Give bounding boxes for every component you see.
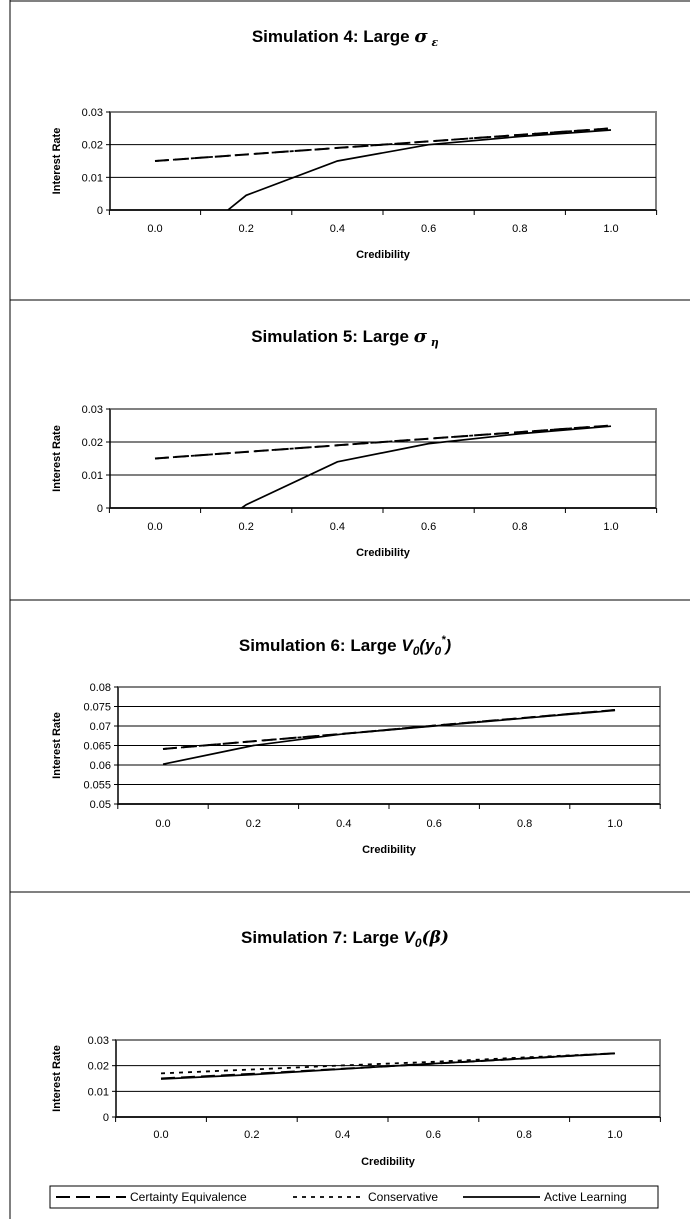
x-tick-label: 1.0: [603, 223, 618, 235]
x-tick-label: 0.8: [512, 223, 527, 235]
title-symbol: σ: [414, 326, 428, 347]
title-text: Simulation 6: Large: [239, 636, 401, 655]
y-tick-label: 0.07: [90, 721, 111, 733]
legend-label: Active Learning: [544, 1190, 627, 1204]
title-tail: (β): [422, 928, 449, 948]
y-tick-label: 0.02: [82, 140, 103, 152]
series-line-conservative: [154, 424, 612, 460]
title-text: Simulation 5: Large: [251, 327, 413, 346]
title-symbol: V: [404, 928, 417, 947]
y-tick-label: 0.065: [83, 741, 111, 753]
y-tick-label: 0.03: [88, 1035, 109, 1047]
title-subscript: ε: [428, 36, 439, 49]
y-tick-label: 0.02: [88, 1061, 109, 1073]
x-tick-label: 1.0: [603, 521, 618, 533]
plot-area-2: [109, 408, 657, 509]
title-symbol: V: [401, 636, 414, 655]
y-tick-label: 0.075: [83, 702, 111, 714]
series-line-active-learning: [227, 129, 612, 211]
chart-title-3: Simulation 6: Large V0(y0*): [239, 634, 452, 658]
y-tick-label: 0.02: [82, 437, 103, 449]
legend-label: Conservative: [368, 1190, 438, 1204]
x-tick-label: 0.0: [153, 1129, 168, 1141]
plot-area-4: [115, 1039, 661, 1118]
x-tick-label: 0.2: [244, 1129, 259, 1141]
series-line-active-learning: [162, 709, 616, 766]
x-tick-label: 1.0: [607, 1129, 622, 1141]
series-line-active-learning: [241, 425, 612, 509]
x-tick-label: 0.4: [336, 818, 351, 830]
chart-title-1: Simulation 4: Large σ ε: [252, 26, 439, 49]
legend-box: [49, 1185, 659, 1209]
x-axis-label: Credibility: [356, 547, 411, 559]
title-subscript: 0: [415, 936, 422, 950]
series-line-active-learning: [160, 1052, 616, 1080]
x-tick-label: 0.0: [155, 818, 170, 830]
y-tick-label: 0.01: [82, 172, 103, 184]
x-axis-label: Credibility: [356, 249, 411, 261]
chart-title-4: Simulation 7: Large V0(β): [241, 928, 449, 950]
x-tick-label: 0.2: [239, 521, 254, 533]
x-tick-label: 0.6: [421, 223, 436, 235]
title-text: Simulation 4: Large: [252, 27, 414, 46]
x-tick-label: 1.0: [607, 818, 622, 830]
y-axis-label: Interest Rate: [51, 425, 63, 492]
x-tick-label: 0.6: [427, 818, 442, 830]
x-tick-label: 0.8: [517, 818, 532, 830]
title-subscript: 0: [413, 644, 420, 658]
y-tick-label: 0: [103, 1112, 109, 1124]
x-tick-label: 0.4: [330, 223, 345, 235]
x-tick-label: 0.2: [239, 223, 254, 235]
x-tick-label: 0.0: [147, 521, 162, 533]
chart-title-2: Simulation 5: Large σ η: [251, 326, 439, 349]
y-tick-label: 0.055: [83, 780, 111, 792]
title-subscript: η: [427, 336, 439, 349]
x-tick-label: 0.4: [330, 521, 345, 533]
title-tail-subscript: 0: [435, 644, 442, 658]
x-tick-label: 0.8: [512, 521, 527, 533]
title-close: ): [443, 636, 451, 655]
y-tick-label: 0.03: [82, 107, 103, 119]
y-tick-label: 0.01: [82, 470, 103, 482]
y-axis-label: Interest Rate: [51, 128, 63, 195]
legend-label: Certainty Equivalence: [130, 1190, 247, 1204]
y-tick-label: 0.05: [90, 799, 111, 811]
x-axis-label: Credibility: [362, 844, 417, 856]
title-text: Simulation 7: Large: [241, 928, 403, 947]
series-line-conservative: [160, 1052, 616, 1075]
x-tick-label: 0.6: [426, 1129, 441, 1141]
title-symbol: σ: [414, 26, 428, 47]
x-axis-label: Credibility: [361, 1156, 416, 1168]
plot-area-1: [109, 111, 657, 211]
y-tick-label: 0.01: [88, 1086, 109, 1098]
y-tick-label: 0.08: [90, 682, 111, 694]
y-axis-label: Interest Rate: [51, 712, 63, 779]
x-tick-label: 0.8: [517, 1129, 532, 1141]
y-axis-label: Interest Rate: [51, 1045, 63, 1112]
x-tick-label: 0.4: [335, 1129, 350, 1141]
title-tail: (y: [419, 636, 436, 655]
y-tick-label: 0.03: [82, 404, 103, 416]
y-tick-label: 0: [97, 205, 103, 217]
x-tick-label: 0.6: [421, 521, 436, 533]
y-tick-label: 0: [97, 503, 103, 515]
x-tick-label: 0.2: [246, 818, 261, 830]
y-tick-label: 0.06: [90, 760, 111, 772]
title-tail-superscript: *: [441, 634, 446, 646]
series-line-conservative: [154, 127, 612, 162]
x-tick-label: 0.0: [147, 223, 162, 235]
